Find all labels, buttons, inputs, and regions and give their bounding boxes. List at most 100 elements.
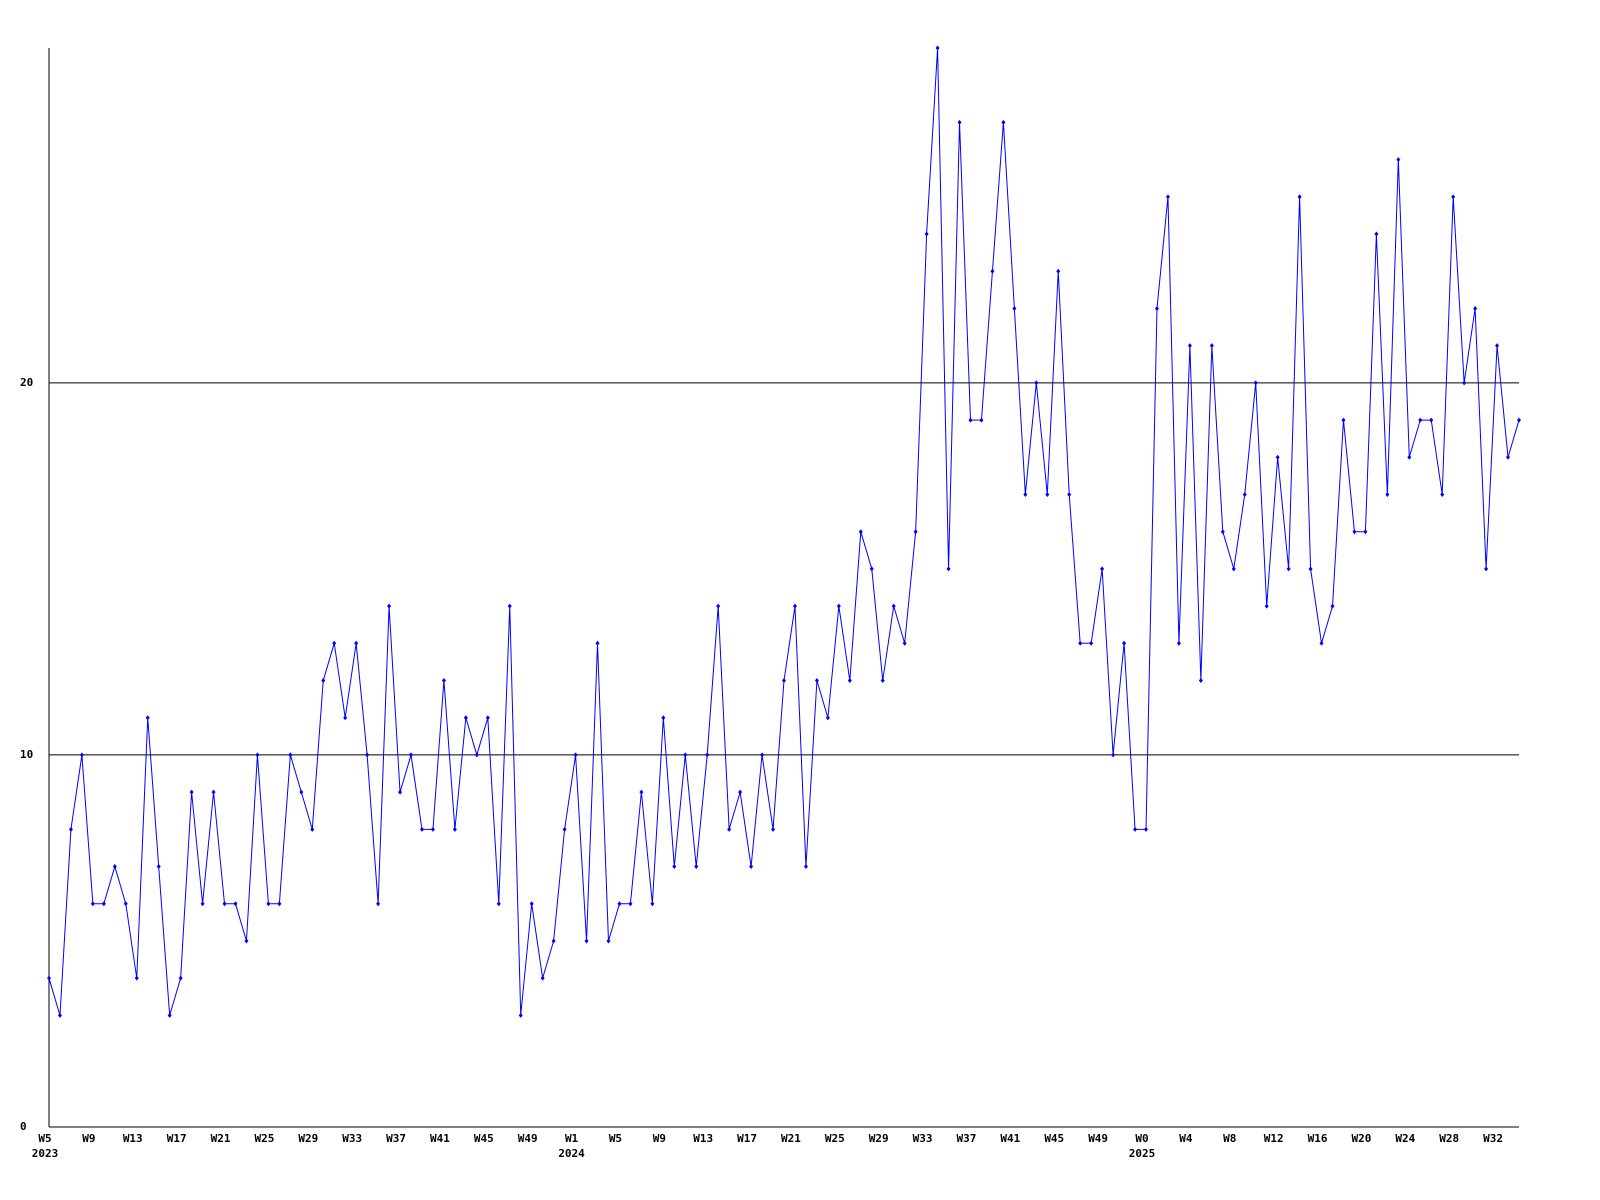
data-point <box>1407 454 1412 460</box>
data-point <box>1198 678 1203 684</box>
data-point <box>1078 640 1083 646</box>
data-point <box>1012 305 1017 311</box>
x-tick-label: W17 <box>167 1132 187 1145</box>
data-point <box>376 901 381 907</box>
data-point <box>1330 603 1335 609</box>
x-tick-label: W4 <box>1179 1132 1193 1145</box>
data-point <box>749 864 754 870</box>
x-tick-label: W13 <box>693 1132 713 1145</box>
data-point <box>1363 529 1368 535</box>
data-point <box>332 640 337 646</box>
data-point <box>913 529 918 535</box>
data-point <box>474 752 479 758</box>
data-point <box>990 268 995 274</box>
x-tick-label: W32 <box>1483 1132 1503 1145</box>
x-tick-label: W45 <box>474 1132 494 1145</box>
data-point <box>354 640 359 646</box>
data-point <box>1352 529 1357 535</box>
data-point <box>869 566 874 572</box>
data-point <box>496 901 501 907</box>
data-point <box>1286 566 1291 572</box>
data-point <box>540 975 545 981</box>
data-point <box>1418 417 1423 423</box>
x-tick-label: W21 <box>211 1132 231 1145</box>
data-point <box>1067 491 1072 497</box>
x-tick-label: W9 <box>82 1132 95 1145</box>
x-tick-label: W33 <box>913 1132 933 1145</box>
data-point <box>825 715 830 721</box>
data-point <box>1440 491 1445 497</box>
data-point <box>1154 305 1159 311</box>
data-point <box>68 826 73 832</box>
data-point <box>266 901 271 907</box>
data-point <box>1133 826 1138 832</box>
data-point <box>1297 194 1302 200</box>
data-point <box>47 975 51 981</box>
data-point <box>617 901 622 907</box>
data-point <box>1385 491 1390 497</box>
data-point <box>946 566 951 572</box>
x-tick-label: W21 <box>781 1132 801 1145</box>
data-point <box>1242 491 1247 497</box>
data-point <box>858 529 863 535</box>
data-point <box>134 975 139 981</box>
data-point <box>1187 343 1192 349</box>
data-point <box>1462 380 1467 386</box>
data-point <box>891 603 896 609</box>
data-point <box>310 826 315 832</box>
data-point <box>661 715 666 721</box>
data-point <box>167 1012 172 1018</box>
data-point <box>902 640 907 646</box>
data-point <box>57 1012 62 1018</box>
data-point <box>683 752 688 758</box>
x-tick-label: W25 <box>254 1132 274 1145</box>
data-point <box>1451 194 1456 200</box>
data-point <box>343 715 348 721</box>
x-tick-label: W5 <box>38 1132 51 1145</box>
x-tick-label: W25 <box>825 1132 845 1145</box>
data-point <box>1506 454 1511 460</box>
data-point <box>968 417 973 423</box>
data-point <box>562 826 567 832</box>
data-point <box>1089 640 1094 646</box>
data-point <box>551 938 556 944</box>
x-year-label: 2025 <box>1129 1147 1156 1160</box>
data-point <box>935 45 940 51</box>
x-tick-label: W49 <box>1088 1132 1108 1145</box>
data-point <box>628 901 633 907</box>
data-point <box>1001 119 1006 125</box>
data-point <box>529 901 534 907</box>
data-point <box>1429 417 1434 423</box>
x-tick-label: W5 <box>609 1132 622 1145</box>
data-point <box>156 864 161 870</box>
data-point <box>178 975 183 981</box>
y-tick-label: 0 <box>20 1120 27 1133</box>
data-point <box>398 789 403 795</box>
data-point <box>1341 417 1346 423</box>
data-point <box>672 864 677 870</box>
data-point <box>1484 566 1489 572</box>
data-point <box>727 826 732 832</box>
data-point <box>1111 752 1116 758</box>
data-point <box>1374 231 1379 237</box>
x-tick-label: W33 <box>342 1132 362 1145</box>
data-point <box>760 752 765 758</box>
data-point <box>79 752 84 758</box>
data-point <box>738 789 743 795</box>
data-point <box>1473 305 1478 311</box>
x-tick-label: W8 <box>1223 1132 1236 1145</box>
data-point <box>211 789 216 795</box>
data-point <box>1253 380 1258 386</box>
data-point <box>584 938 589 944</box>
data-point <box>507 603 512 609</box>
x-tick-label: W41 <box>430 1132 450 1145</box>
data-point <box>244 938 249 944</box>
x-tick-label: W37 <box>386 1132 406 1145</box>
data-point <box>1231 566 1236 572</box>
data-point <box>1396 157 1401 163</box>
data-point <box>189 789 194 795</box>
x-tick-label: W16 <box>1308 1132 1328 1145</box>
data-point <box>452 826 457 832</box>
x-tick-label: W49 <box>518 1132 538 1145</box>
data-point <box>430 826 435 832</box>
